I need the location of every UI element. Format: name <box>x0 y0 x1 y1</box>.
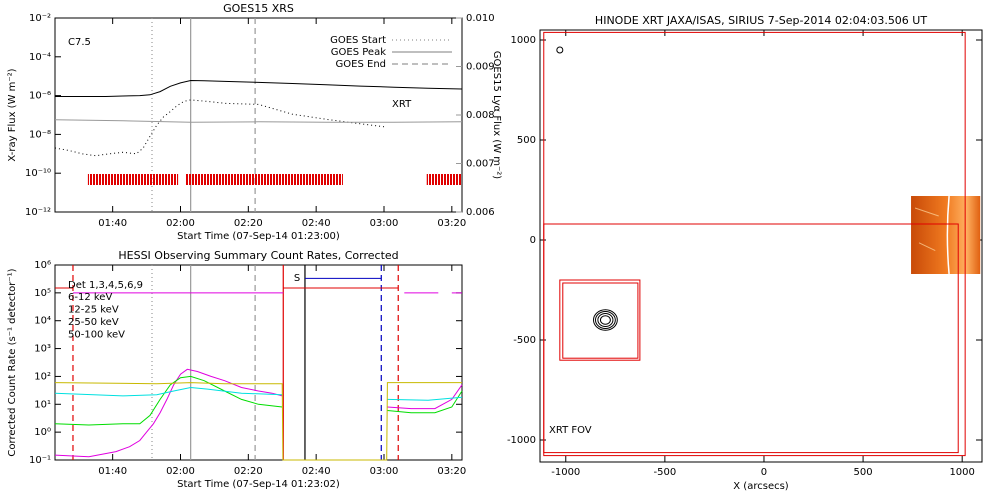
x-tick-label: 02:40 <box>302 218 331 229</box>
loop-texture <box>914 207 939 252</box>
y2-tick-label: 0.007 <box>466 159 495 170</box>
contour <box>594 311 616 329</box>
x-tick-label: 0 <box>761 467 767 478</box>
y-tick-label: 500 <box>517 135 536 146</box>
y-tick-label: 10² <box>34 371 51 382</box>
legend-label: GOES End <box>336 59 386 70</box>
y-tick-label: 10¹ <box>34 399 51 410</box>
annotation: XRT <box>392 99 412 110</box>
xrt-image <box>911 196 981 274</box>
chart-title: HINODE XRT JAXA/ISAS, SIRIUS 7-Sep-2014 … <box>595 14 927 27</box>
y-tick-label: 10⁵ <box>34 288 51 299</box>
xrt-interval <box>87 174 179 185</box>
fov-box <box>562 282 639 359</box>
y-tick-label: 10⁻² <box>29 13 51 24</box>
x-tick-label: 02:40 <box>302 466 331 477</box>
x-tick-label: -1000 <box>551 467 580 478</box>
xrt-interval <box>426 174 462 185</box>
x-axis-label: Start Time (07-Sep-14 01:23:00) <box>177 231 340 242</box>
legend-label: 50-100 keV <box>68 330 125 341</box>
fov-box <box>559 279 641 361</box>
legend-label: GOES Peak <box>331 47 386 58</box>
y2-tick-label: 0.009 <box>466 62 495 73</box>
legend-label: 25-50 keV <box>68 317 119 328</box>
y-tick-label: 10⁰ <box>34 427 51 438</box>
legend-label: GOES Start <box>330 35 386 46</box>
y-tick-label: 10⁻⁴ <box>29 52 51 63</box>
y-tick-label: -500 <box>513 335 536 346</box>
series-line <box>54 368 463 458</box>
x-tick-label: 01:40 <box>98 466 127 477</box>
y-tick-label: 10⁻⁶ <box>29 91 51 102</box>
x-tick-label: 02:20 <box>234 466 263 477</box>
y-tick-label: -1000 <box>507 435 536 446</box>
y-tick-label: 10⁴ <box>34 316 51 327</box>
x-tick-label: 500 <box>854 467 873 478</box>
y-tick-label: 10⁻¹² <box>25 207 51 218</box>
x-tick-label: 02:00 <box>166 466 195 477</box>
fov-box <box>543 223 959 454</box>
x-tick-label: -500 <box>654 467 677 478</box>
annotation: XRT FOV <box>549 425 592 436</box>
x-tick-label: 02:00 <box>166 218 195 229</box>
x-tick-label: 03:00 <box>370 466 399 477</box>
legend-label: 6-12 keV <box>68 292 112 303</box>
series-line <box>54 375 463 426</box>
y-tick-label: 10⁻¹⁰ <box>25 168 51 179</box>
legend-title: Det 1,3,4,5,6,9 <box>68 280 143 291</box>
series-line <box>55 79 463 97</box>
x-tick-label: 02:20 <box>234 218 263 229</box>
x-axis-label: Start Time (07-Sep-14 01:23:02) <box>177 479 340 490</box>
x-tick-label: 01:40 <box>98 218 127 229</box>
y-axis-label: X-ray Flux (W m⁻²) <box>7 68 18 161</box>
chart-title: GOES15 XRS <box>223 2 294 15</box>
legend-label: 12-25 keV <box>68 305 119 316</box>
contour <box>597 313 614 327</box>
marker <box>556 46 564 54</box>
y-tick-label: 10⁻¹ <box>29 455 51 466</box>
y-tick-label: 10⁻⁸ <box>29 129 51 140</box>
x-tick-label: 03:20 <box>437 466 466 477</box>
y-tick-label: 1000 <box>511 35 536 46</box>
x-axis-label: X (arcsecs) <box>733 481 789 492</box>
plot-frame <box>539 29 983 463</box>
y2-tick-label: 0.006 <box>466 207 495 218</box>
series-line <box>54 119 463 123</box>
annotation: S <box>294 273 300 284</box>
y-axis-label: Corrected Count Rate (s⁻¹ detector⁻¹) <box>7 268 18 456</box>
limb-arc <box>946 195 950 275</box>
xrt-interval <box>185 174 343 185</box>
y2-tick-label: 0.008 <box>466 110 495 121</box>
y-tick-label: 10³ <box>34 344 51 355</box>
x-tick-label: 03:00 <box>370 218 399 229</box>
contour <box>593 309 618 331</box>
series-line <box>54 99 385 157</box>
series-line <box>54 382 462 461</box>
x-tick-label: 03:20 <box>437 218 466 229</box>
contour <box>599 315 611 325</box>
y-tick-label: 10⁶ <box>34 260 51 271</box>
annotation: C7.5 <box>68 37 91 48</box>
y2-tick-label: 0.010 <box>466 13 495 24</box>
x-tick-label: 1000 <box>949 467 974 478</box>
y-tick-label: 0 <box>530 235 536 246</box>
fov-box <box>543 31 966 457</box>
chart-title: HESSI Observing Summary Count Rates, Cor… <box>118 249 398 262</box>
series-line <box>54 386 463 401</box>
y2-axis-label: GOES15 Lyα Flux (W m⁻²) <box>491 51 502 179</box>
plot-frame <box>54 264 463 461</box>
